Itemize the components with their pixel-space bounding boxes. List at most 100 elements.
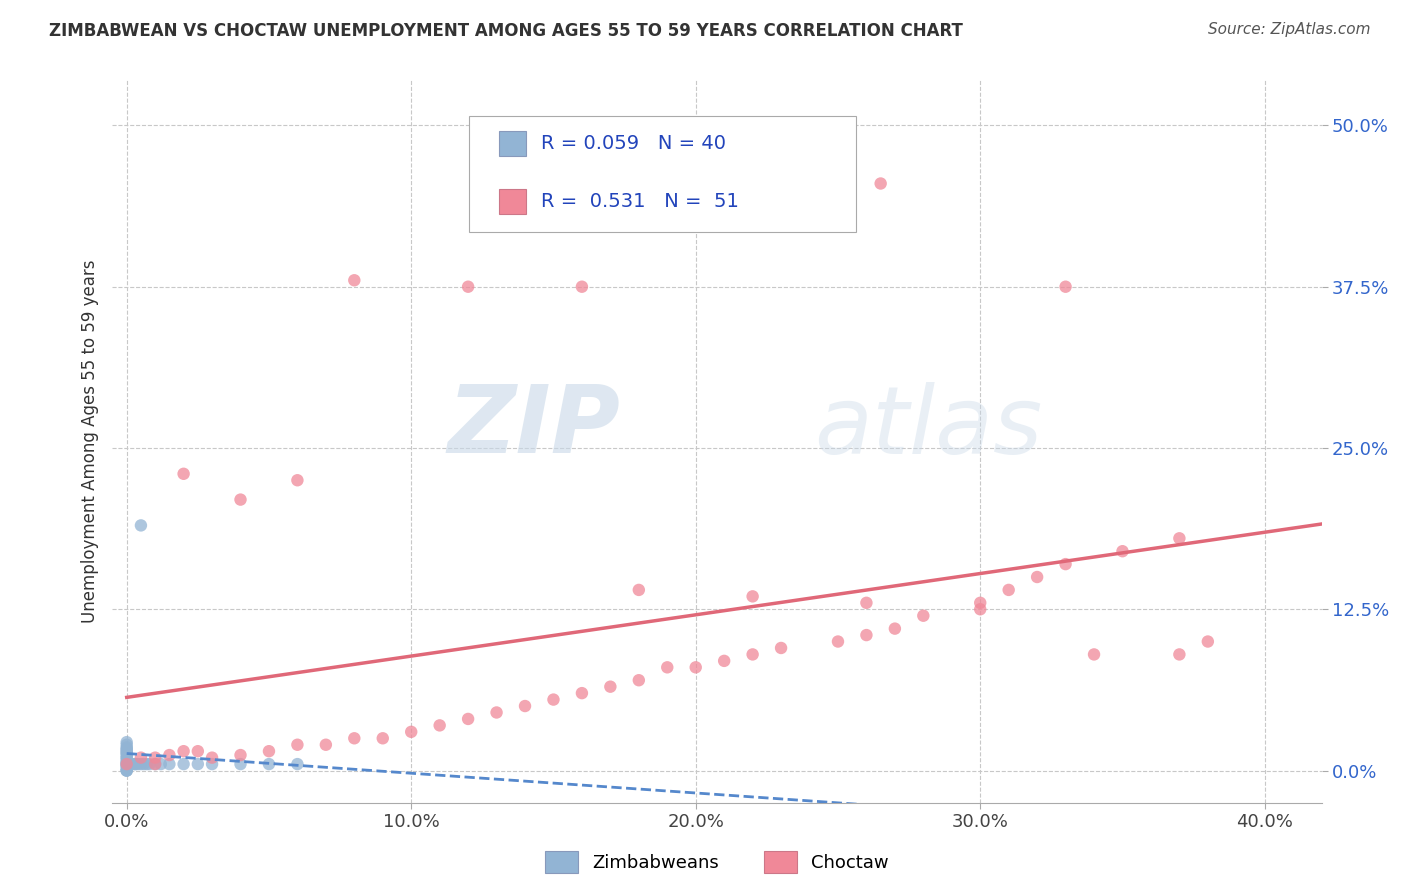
Text: ZIP: ZIP	[447, 381, 620, 473]
Point	[627, 582, 650, 597]
Point	[685, 660, 707, 674]
Point	[1197, 634, 1219, 648]
Text: atlas: atlas	[814, 382, 1042, 473]
Point	[827, 634, 849, 648]
Point	[1054, 279, 1077, 293]
Point	[129, 757, 152, 772]
Point	[1026, 570, 1049, 584]
Point	[129, 750, 152, 764]
Point	[229, 747, 252, 762]
Point	[713, 654, 735, 668]
Point	[143, 757, 166, 772]
Point	[969, 596, 991, 610]
Point	[115, 755, 138, 769]
Point	[343, 273, 366, 287]
Point	[187, 757, 209, 772]
Point	[115, 757, 138, 772]
Point	[371, 731, 394, 746]
Point	[315, 738, 337, 752]
Point	[115, 758, 138, 772]
Point	[124, 757, 146, 772]
Point	[543, 692, 565, 706]
Text: R = 0.059   N = 40: R = 0.059 N = 40	[540, 134, 725, 153]
Point	[115, 757, 138, 772]
Point	[201, 750, 224, 764]
Point	[124, 757, 146, 772]
Point	[201, 757, 224, 772]
Point	[115, 743, 138, 757]
Point	[115, 747, 138, 761]
Point	[997, 582, 1019, 597]
FancyBboxPatch shape	[499, 131, 526, 156]
Point	[1054, 557, 1077, 571]
Point	[1168, 531, 1191, 545]
Point	[770, 640, 793, 655]
Point	[1168, 648, 1191, 662]
Point	[513, 699, 536, 714]
Point	[287, 738, 309, 752]
Point	[149, 757, 172, 772]
FancyBboxPatch shape	[470, 116, 856, 232]
Point	[599, 680, 621, 694]
Point	[257, 757, 280, 772]
Point	[429, 718, 451, 732]
Point	[869, 177, 891, 191]
Point	[741, 648, 763, 662]
Point	[571, 686, 593, 700]
Point	[115, 761, 138, 775]
Text: ZIMBABWEAN VS CHOCTAW UNEMPLOYMENT AMONG AGES 55 TO 59 YEARS CORRELATION CHART: ZIMBABWEAN VS CHOCTAW UNEMPLOYMENT AMONG…	[49, 22, 963, 40]
FancyBboxPatch shape	[499, 189, 526, 214]
Point	[399, 724, 422, 739]
Legend: Zimbabweans, Choctaw: Zimbabweans, Choctaw	[538, 844, 896, 880]
Point	[115, 764, 138, 778]
Point	[229, 757, 252, 772]
Point	[115, 738, 138, 752]
Point	[287, 757, 309, 772]
Point	[912, 608, 935, 623]
Point	[257, 744, 280, 758]
Point	[115, 753, 138, 767]
Point	[855, 596, 877, 610]
Point	[657, 660, 679, 674]
Point	[1111, 544, 1133, 558]
Point	[115, 756, 138, 770]
Text: R =  0.531   N =  51: R = 0.531 N = 51	[540, 192, 738, 211]
Point	[129, 518, 152, 533]
Point	[115, 744, 138, 758]
Point	[138, 757, 160, 772]
Point	[173, 744, 195, 758]
Point	[143, 750, 166, 764]
Point	[157, 747, 180, 762]
Point	[173, 467, 195, 481]
Text: Source: ZipAtlas.com: Source: ZipAtlas.com	[1208, 22, 1371, 37]
Point	[115, 750, 138, 764]
Point	[115, 764, 138, 778]
Point	[115, 735, 138, 749]
Point	[115, 746, 138, 760]
Point	[121, 757, 143, 772]
Point	[229, 492, 252, 507]
Point	[135, 757, 157, 772]
Point	[115, 757, 138, 772]
Point	[132, 757, 155, 772]
Point	[457, 712, 479, 726]
Point	[127, 757, 149, 772]
Point	[741, 590, 763, 604]
Point	[287, 473, 309, 487]
Point	[883, 622, 905, 636]
Point	[157, 757, 180, 772]
Y-axis label: Unemployment Among Ages 55 to 59 years: Unemployment Among Ages 55 to 59 years	[80, 260, 98, 624]
Point	[115, 764, 138, 778]
Point	[343, 731, 366, 746]
Point	[969, 602, 991, 616]
Point	[627, 673, 650, 688]
Point	[485, 706, 508, 720]
Point	[571, 279, 593, 293]
Point	[115, 741, 138, 756]
Point	[115, 760, 138, 774]
Point	[173, 757, 195, 772]
Point	[1083, 648, 1105, 662]
Point	[115, 747, 138, 762]
Point	[187, 744, 209, 758]
Point	[855, 628, 877, 642]
